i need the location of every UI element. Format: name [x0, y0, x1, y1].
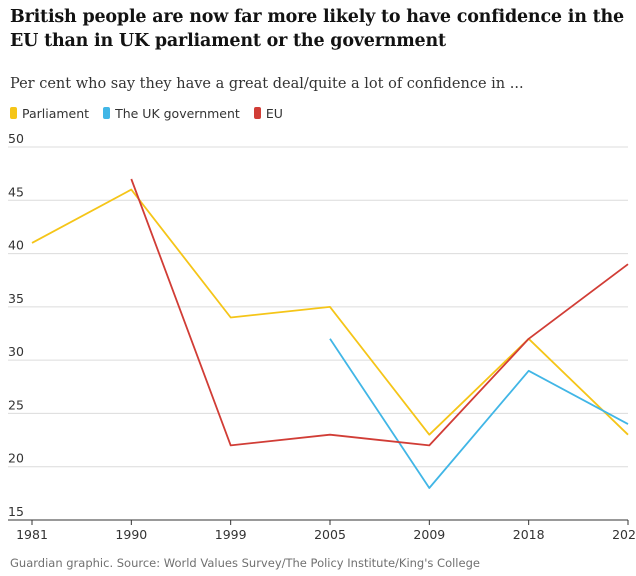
- legend-label-eu: EU: [265, 105, 283, 121]
- legend: Parliament The UK government EU: [10, 104, 283, 122]
- x-tick-label-2005: 2005: [314, 527, 346, 542]
- y-tick-label-30: 30: [8, 344, 24, 359]
- y-tick-label-45: 45: [8, 184, 24, 199]
- series-line-the-uk-government: [329, 338, 629, 489]
- x-tick-label-2009: 2009: [413, 527, 445, 542]
- y-tick-label-15: 15: [8, 504, 24, 519]
- y-tick-label-40: 40: [8, 238, 24, 253]
- legend-item-eu: EU: [253, 105, 283, 121]
- x-tick-label-2022: 2022: [612, 527, 636, 542]
- x-tick-label-1990: 1990: [115, 527, 147, 542]
- y-tick-label-35: 35: [8, 291, 24, 306]
- series-line-parliament: [31, 188, 629, 436]
- legend-item-uk-government: The UK government: [103, 106, 240, 121]
- x-tick-label-2018: 2018: [513, 527, 545, 542]
- legend-swatch-eu: [253, 107, 261, 119]
- y-tick-label-25: 25: [8, 397, 24, 412]
- series-line-eu: [130, 178, 629, 447]
- legend-swatch-parliament: [10, 107, 17, 119]
- y-tick-label-20: 20: [8, 451, 24, 466]
- chart-subtitle: Per cent who say they have a great deal/…: [10, 76, 524, 92]
- legend-item-parliament: Parliament: [10, 106, 89, 121]
- line-chart: 50 45 40 35 30 25 20 15 1981 1990 1999 2005 2009 2018…: [8, 131, 636, 542]
- legend-label-uk-government: The UK government: [115, 105, 240, 121]
- chart-title: British people are now far more likely t…: [10, 7, 624, 51]
- x-tick-label-1981: 1981: [16, 527, 48, 542]
- y-tick-label-50: 50: [8, 131, 24, 146]
- source-note: Guardian graphic. Source: World Values S…: [10, 556, 480, 570]
- legend-swatch-uk-government: [103, 107, 111, 119]
- x-tick-label-1999: 1999: [215, 527, 247, 542]
- legend-label-parliament: Parliament: [22, 105, 90, 121]
